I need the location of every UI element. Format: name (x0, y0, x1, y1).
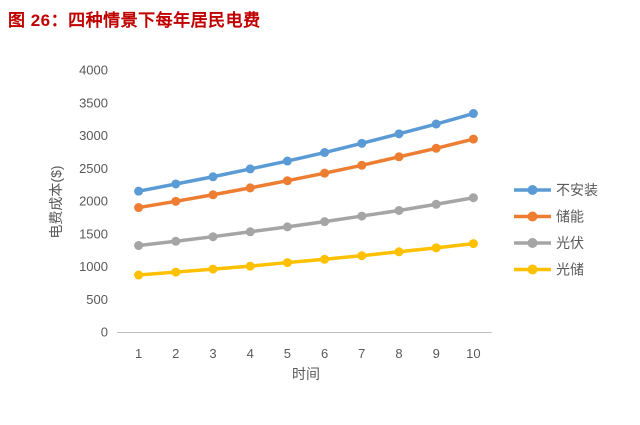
legend-marker-point-不安装 (527, 185, 538, 195)
x-axis-title: 时间 (292, 366, 320, 382)
y-axis-title: 电费成本($) (48, 165, 64, 238)
x-tick-label: 8 (395, 346, 402, 361)
x-tick-label: 7 (358, 346, 365, 361)
data-point-储能 (431, 143, 441, 153)
legend-marker-point-光伏 (527, 238, 538, 248)
series-line-不安装 (136, 111, 476, 193)
data-point-光伏 (357, 211, 367, 221)
y-tick-label: 1500 (79, 226, 108, 241)
data-point-储能 (394, 152, 404, 162)
y-tick-label: 0 (101, 325, 108, 340)
legend-label-不安装: 不安装 (556, 182, 598, 198)
data-point-不安装 (394, 129, 404, 139)
legend-label-光储: 光储 (556, 262, 584, 278)
data-point-光储 (431, 243, 441, 253)
y-tick-label: 2500 (79, 161, 108, 176)
data-point-储能 (320, 168, 330, 178)
data-point-光储 (357, 251, 367, 261)
data-point-储能 (245, 183, 255, 193)
legend-marker-point-储能 (527, 211, 538, 222)
y-tick-label: 2000 (79, 194, 108, 209)
data-point-光储 (171, 267, 181, 277)
data-point-不安装 (468, 109, 478, 119)
series-line-光伏 (136, 195, 476, 248)
data-point-不安装 (208, 172, 218, 182)
data-point-不安装 (320, 148, 330, 158)
data-point-储能 (171, 196, 181, 206)
data-point-不安装 (357, 138, 367, 148)
data-point-光伏 (468, 193, 478, 203)
y-tick-label: 3000 (79, 128, 108, 143)
data-point-光伏 (208, 232, 218, 242)
data-point-光储 (134, 270, 144, 280)
x-tick-label: 2 (172, 346, 179, 361)
x-tick-label: 4 (247, 346, 254, 361)
y-tick-label: 4000 (79, 63, 108, 78)
x-tick-label: 5 (284, 346, 291, 361)
data-point-不安装 (282, 156, 292, 166)
legend-label-光伏: 光伏 (556, 235, 584, 251)
data-point-储能 (282, 176, 292, 186)
y-tick-label: 3500 (79, 95, 108, 110)
data-point-光伏 (282, 222, 292, 232)
x-tick-label: 1 (135, 346, 142, 361)
series-line-储能 (136, 137, 476, 210)
data-point-光伏 (320, 217, 330, 227)
data-point-光伏 (134, 241, 144, 251)
data-point-不安装 (171, 179, 181, 189)
data-point-储能 (134, 203, 144, 213)
data-point-光储 (282, 258, 292, 268)
x-tick-label: 9 (433, 346, 440, 361)
data-point-光储 (208, 264, 218, 274)
data-point-不安装 (245, 164, 255, 174)
series-line-光储 (136, 241, 476, 277)
data-point-储能 (357, 160, 367, 170)
y-tick-label: 1000 (79, 259, 108, 274)
legend-marker-point-光储 (527, 264, 538, 275)
x-tick-label: 3 (209, 346, 216, 361)
x-tick-label: 10 (466, 346, 480, 361)
data-point-光储 (394, 247, 404, 257)
data-point-光伏 (245, 227, 255, 237)
data-point-光伏 (394, 205, 404, 215)
data-point-光伏 (431, 199, 441, 209)
data-point-光储 (245, 261, 255, 271)
data-point-光伏 (171, 236, 181, 246)
legend-label-储能: 储能 (556, 209, 584, 225)
data-point-光储 (320, 254, 330, 264)
figure-title: 图 26：四种情景下每年居民电费 (8, 11, 261, 30)
data-point-储能 (208, 190, 218, 200)
x-tick-label: 6 (321, 346, 328, 361)
data-point-不安装 (134, 186, 144, 196)
data-point-光储 (468, 239, 478, 249)
data-point-储能 (468, 134, 478, 144)
y-tick-label: 500 (86, 292, 108, 307)
data-point-不安装 (431, 119, 441, 129)
